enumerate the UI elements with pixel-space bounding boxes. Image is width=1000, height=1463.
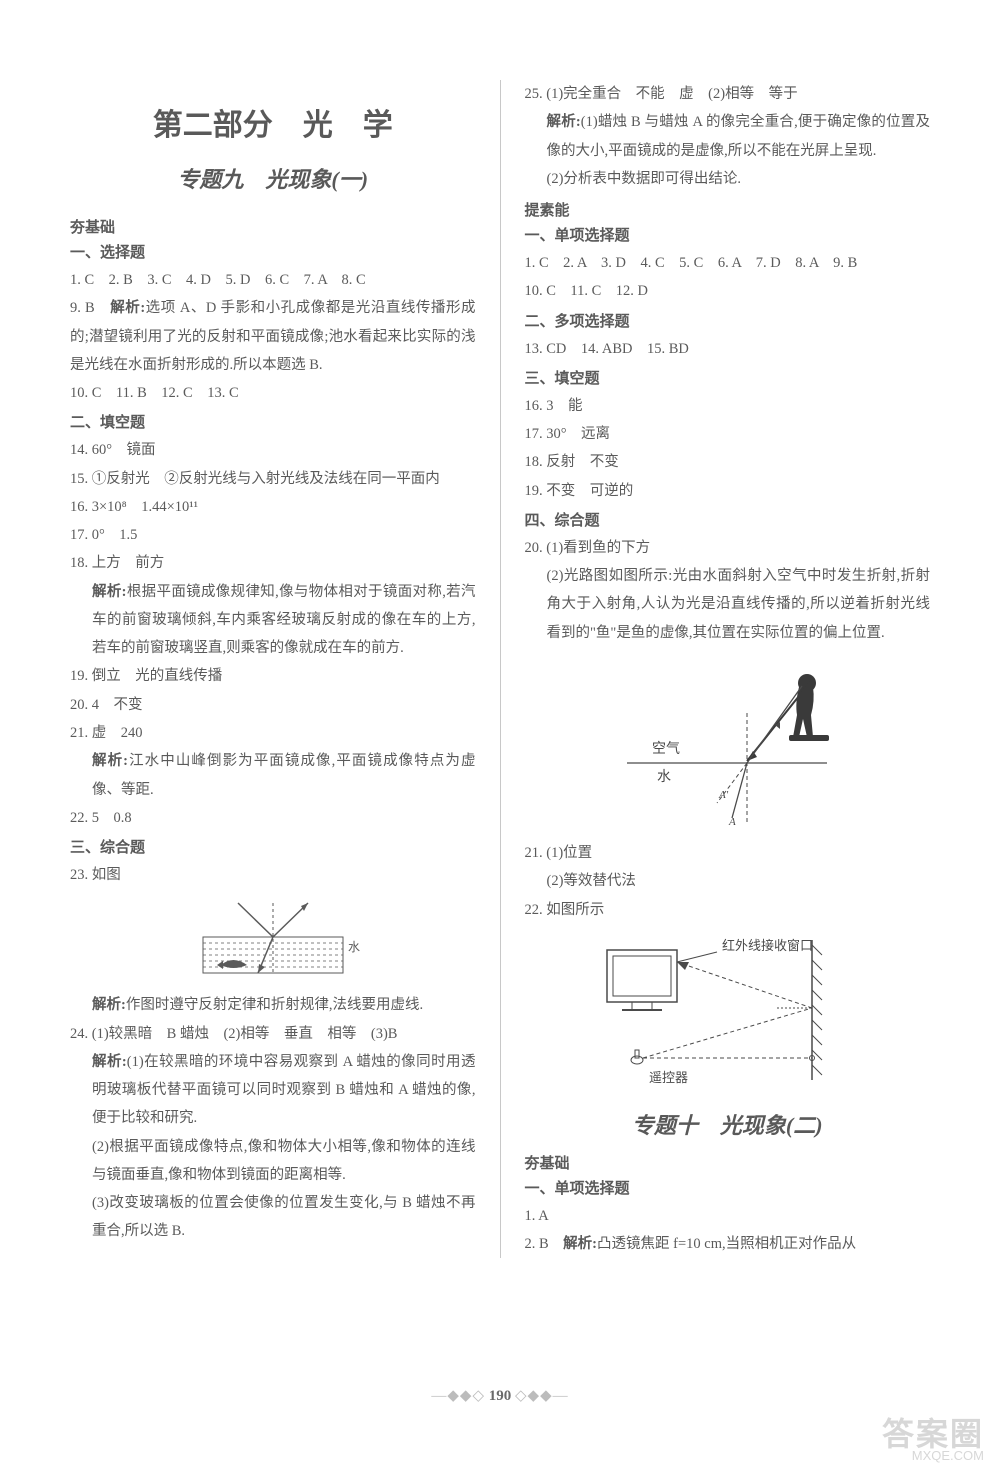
answer-item: 2. B 解析:凸透镜焦距 f=10 cm,当照相机正对作品从: [525, 1230, 931, 1258]
figure-23: 水: [70, 895, 476, 985]
answer-item: 20. (1)看到鱼的下方: [525, 534, 931, 562]
watermark-sub: MXQE.COM: [912, 1448, 984, 1463]
refraction-diagram-icon: 水: [183, 895, 363, 985]
columns: 第二部分 光 学 专题九 光现象(一) 夯基础 一、选择题 1. C 2. B …: [70, 80, 930, 1258]
part-title: 第二部分 光 学: [70, 100, 476, 144]
answer-item: 17. 30° 远离: [525, 420, 931, 448]
analysis-text: (1)蜡烛 B 与蜡烛 A 的像完全重合,便于确定像的位置及像的大小,平面镜成的…: [547, 114, 931, 158]
left-column: 第二部分 光 学 专题九 光现象(一) 夯基础 一、选择题 1. C 2. B …: [70, 80, 476, 1258]
page: 第二部分 光 学 专题九 光现象(一) 夯基础 一、选择题 1. C 2. B …: [0, 0, 1000, 1463]
answer-item: 22. 5 0.8: [70, 804, 476, 832]
page-deco-left: —◆◆◇: [431, 1388, 485, 1404]
analysis-text: (2)分析表中数据即可得出结论.: [525, 165, 931, 193]
subsection-multi-choice: 二、多项选择题: [525, 310, 931, 331]
analysis: 解析:根据平面镜成像规律知,像与物体相对于镜面对称,若汽车的前窗玻璃倾斜,车内乘…: [70, 578, 476, 663]
answer-item: 21. 虚 240: [70, 719, 476, 747]
answer-line: 1. C 2. A 3. D 4. C 5. C 6. A 7. D 8. A …: [525, 249, 931, 277]
figure-fish-refraction: 空气 水: [525, 653, 931, 833]
answer-line: 10. C 11. C 12. D: [525, 277, 931, 305]
analysis-text: (1)在较黑暗的环境中容易观察到 A 蜡烛的像同时用透明玻璃板代替平面镜可以同时…: [92, 1054, 476, 1127]
figure-remote: 红外线接收窗口 遥控器: [525, 930, 931, 1090]
spearfishing-diagram-icon: 空气 水: [597, 653, 857, 833]
analysis-label: 解析:: [110, 300, 145, 316]
analysis: 解析:(1)在较黑暗的环境中容易观察到 A 蜡烛的像同时用透明玻璃板代替平面镜可…: [70, 1048, 476, 1133]
topic9-title: 专题九 光现象(一): [70, 162, 476, 194]
answer-item: 9. B 解析:选项 A、D 手影和小孔成像都是光沿直线传播形成的;潜望镜利用了…: [70, 294, 476, 379]
analysis: 解析:作图时遵守反射定律和折射规律,法线要用虚线.: [70, 991, 476, 1019]
answer-item: 18. 反射 不变: [525, 448, 931, 476]
analysis: 解析:江水中山峰倒影为平面镜成像,平面镜成像特点为虚像、等距.: [70, 747, 476, 804]
analysis-text: (2)根据平面镜成像特点,像和物体大小相等,像和物体的连线与镜面垂直,像和物体到…: [70, 1133, 476, 1190]
analysis-label: 解析:: [547, 114, 581, 130]
section-advanced: 提素能: [525, 199, 931, 220]
svg-text:A': A': [718, 789, 729, 801]
answer-item: 20. 4 不变: [70, 691, 476, 719]
analysis-text: 作图时遵守反射定律和折射规律,法线要用虚线.: [126, 997, 423, 1013]
subsection-fill: 二、填空题: [70, 411, 476, 432]
analysis: 解析:(1)蜡烛 B 与蜡烛 A 的像完全重合,便于确定像的位置及像的大小,平面…: [525, 108, 931, 165]
subsection-comprehensive: 四、综合题: [525, 509, 931, 530]
answer-item: 21. (1)位置: [525, 839, 931, 867]
water-label: 水: [657, 769, 671, 785]
remote-label: 遥控器: [649, 1070, 688, 1085]
answer-item: 23. 如图: [70, 861, 476, 889]
analysis-text: (3)改变玻璃板的位置会使像的位置发生变化,与 B 蜡烛不再重合,所以选 B.: [70, 1189, 476, 1246]
water-label: 水: [348, 940, 360, 954]
answer-line: 1. C 2. B 3. C 4. D 5. D 6. C 7. A 8. C: [70, 266, 476, 294]
answer-item: 24. (1)较黑暗 B 蜡烛 (2)相等 垂直 相等 (3)B: [70, 1020, 476, 1048]
answer-item: 19. 不变 可逆的: [525, 477, 931, 505]
ir-window-label: 红外线接收窗口: [722, 938, 813, 953]
answer-line: 13. CD 14. ABD 15. BD: [525, 335, 931, 363]
analysis-label: 解析:: [92, 997, 126, 1013]
answer-item: 14. 60° 镜面: [70, 436, 476, 464]
analysis-label: 解析:: [92, 1054, 127, 1070]
subsection-fill: 三、填空题: [525, 367, 931, 388]
analysis-text: 根据平面镜成像规律知,像与物体相对于镜面对称,若汽车的前窗玻璃倾斜,车内乘客经玻…: [92, 584, 476, 657]
answer-item: 17. 0° 1.5: [70, 521, 476, 549]
subsection-comprehensive: 三、综合题: [70, 836, 476, 857]
page-number: —◆◆◇ 190 ◇◆◆—: [0, 1386, 1000, 1405]
q9-answer: 9. B: [70, 300, 110, 316]
page-deco-right: ◇◆◆—: [515, 1388, 569, 1404]
answer-item: 19. 倒立 光的直线传播: [70, 662, 476, 690]
answer-item: 22. 如图所示: [525, 896, 931, 924]
subsection-choice: 一、选择题: [70, 241, 476, 262]
answer-item: 16. 3 能: [525, 392, 931, 420]
section-basic: 夯基础: [70, 216, 476, 237]
answer-item: 1. A: [525, 1202, 931, 1230]
svg-text:A: A: [728, 816, 736, 828]
analysis-text: 江水中山峰倒影为平面镜成像,平面镜成像特点为虚像、等距.: [92, 753, 476, 797]
analysis-label: 解析:: [92, 753, 128, 769]
answer-item: 18. 上方 前方: [70, 549, 476, 577]
answer-line: 10. C 11. B 12. C 13. C: [70, 379, 476, 407]
answer-text: (2)光路图如图所示:光由水面斜射入空气中时发生折射,折射角大于入射角,人认为光…: [525, 562, 931, 647]
analysis-label: 解析:: [92, 584, 127, 600]
analysis-label: 解析:: [563, 1236, 597, 1252]
subsection-single-choice-2: 一、单项选择题: [525, 1177, 931, 1198]
answer-item: 25. (1)完全重合 不能 虚 (2)相等 等于: [525, 80, 931, 108]
section-basic-2: 夯基础: [525, 1152, 931, 1173]
q2-analysis: 凸透镜焦距 f=10 cm,当照相机正对作品从: [597, 1236, 856, 1252]
right-column: 25. (1)完全重合 不能 虚 (2)相等 等于 解析:(1)蜡烛 B 与蜡烛…: [525, 80, 931, 1258]
answer-item: (2)等效替代法: [525, 867, 931, 895]
page-number-value: 190: [489, 1388, 512, 1404]
column-divider: [500, 80, 501, 1258]
subsection-single-choice: 一、单项选择题: [525, 224, 931, 245]
q2-answer: 2. B: [525, 1236, 564, 1252]
remote-reflection-diagram-icon: 红外线接收窗口 遥控器: [577, 930, 877, 1090]
answer-item: 15. ①反射光 ②反射光线与入射光线及法线在同一平面内: [70, 465, 476, 493]
answer-item: 16. 3×10⁸ 1.44×10¹¹: [70, 493, 476, 521]
topic10-title: 专题十 光现象(二): [525, 1108, 931, 1140]
air-label: 空气: [652, 741, 680, 757]
